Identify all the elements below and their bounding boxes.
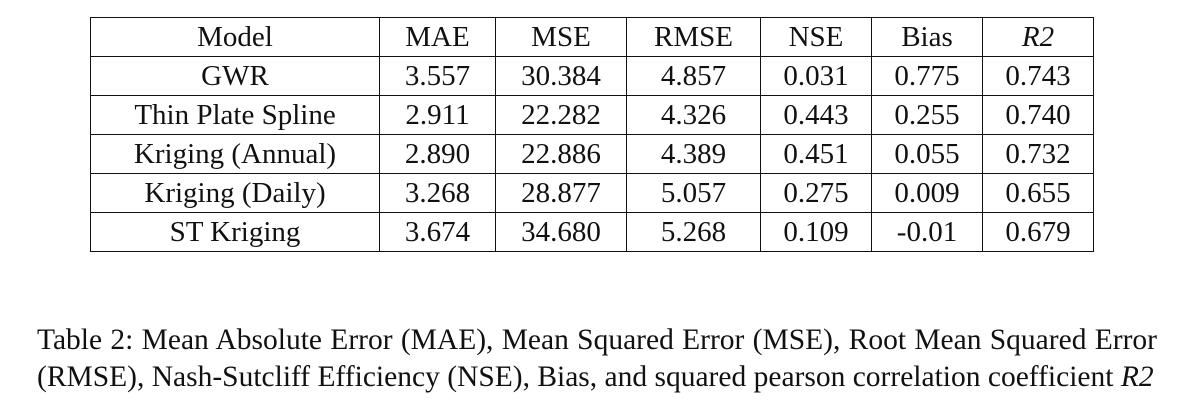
mse-cell: 22.282 (495, 95, 627, 135)
nse-cell: 0.451 (760, 134, 872, 174)
mae-cell: 3.674 (379, 212, 496, 252)
header-mae: MAE (379, 17, 496, 57)
table-row: ST Kriging 3.674 34.680 5.268 0.109 -0.0… (90, 212, 1094, 252)
caption-text: Mean Absolute Error (MAE), Mean Squared … (37, 323, 1157, 393)
rmse-cell: 5.268 (626, 212, 761, 252)
header-rmse: RMSE (626, 17, 761, 57)
r2-cell: 0.732 (982, 134, 1094, 174)
mse-cell: 22.886 (495, 134, 627, 174)
header-row: Model MAE MSE RMSE NSE Bias R2 (90, 17, 1094, 57)
mae-cell: 2.890 (379, 134, 496, 174)
mae-cell: 3.557 (379, 56, 496, 96)
table-row: Kriging (Daily) 3.268 28.877 5.057 0.275… (90, 173, 1094, 213)
bias-cell: 0.775 (871, 56, 983, 96)
table-row: Thin Plate Spline 2.911 22.282 4.326 0.4… (90, 95, 1094, 135)
nse-cell: 0.275 (760, 173, 872, 213)
nse-cell: 0.031 (760, 56, 872, 96)
rmse-cell: 4.326 (626, 95, 761, 135)
bias-cell: -0.01 (871, 212, 983, 252)
model-name-cell: Kriging (Annual) (90, 134, 380, 174)
bias-cell: 0.009 (871, 173, 983, 213)
r2-cell: 0.655 (982, 173, 1094, 213)
mae-cell: 3.268 (379, 173, 496, 213)
mse-cell: 30.384 (495, 56, 627, 96)
model-name-cell: ST Kriging (90, 212, 380, 252)
table-body: GWR 3.557 30.384 4.857 0.031 0.775 0.743… (90, 56, 1094, 252)
model-name-cell: GWR (90, 56, 380, 96)
header-r2: R2 (982, 17, 1094, 57)
table-caption: Table 2: Mean Absolute Error (MAE), Mean… (37, 322, 1157, 396)
header-model: Model (90, 17, 380, 57)
rmse-cell: 5.057 (626, 173, 761, 213)
results-table-container: Model MAE MSE RMSE NSE Bias R2 GWR 3.557… (90, 17, 1094, 252)
rmse-cell: 4.389 (626, 134, 761, 174)
rmse-cell: 4.857 (626, 56, 761, 96)
header-bias: Bias (871, 17, 983, 57)
model-name-cell: Thin Plate Spline (90, 95, 380, 135)
bias-cell: 0.255 (871, 95, 983, 135)
table-row: Kriging (Annual) 2.890 22.886 4.389 0.45… (90, 134, 1094, 174)
header-mse: MSE (495, 17, 627, 57)
bias-cell: 0.055 (871, 134, 983, 174)
caption-r2-symbol: R2 (1120, 360, 1154, 393)
nse-cell: 0.109 (760, 212, 872, 252)
mse-cell: 34.680 (495, 212, 627, 252)
caption-label: Table 2: (37, 323, 134, 356)
r2-cell: 0.740 (982, 95, 1094, 135)
mse-cell: 28.877 (495, 173, 627, 213)
model-name-cell: Kriging (Daily) (90, 173, 380, 213)
mae-cell: 2.911 (379, 95, 496, 135)
r2-cell: 0.679 (982, 212, 1094, 252)
r2-cell: 0.743 (982, 56, 1094, 96)
nse-cell: 0.443 (760, 95, 872, 135)
table-header: Model MAE MSE RMSE NSE Bias R2 (90, 17, 1094, 57)
results-table: Model MAE MSE RMSE NSE Bias R2 GWR 3.557… (90, 17, 1094, 252)
table-row: GWR 3.557 30.384 4.857 0.031 0.775 0.743 (90, 56, 1094, 96)
header-nse: NSE (760, 17, 872, 57)
